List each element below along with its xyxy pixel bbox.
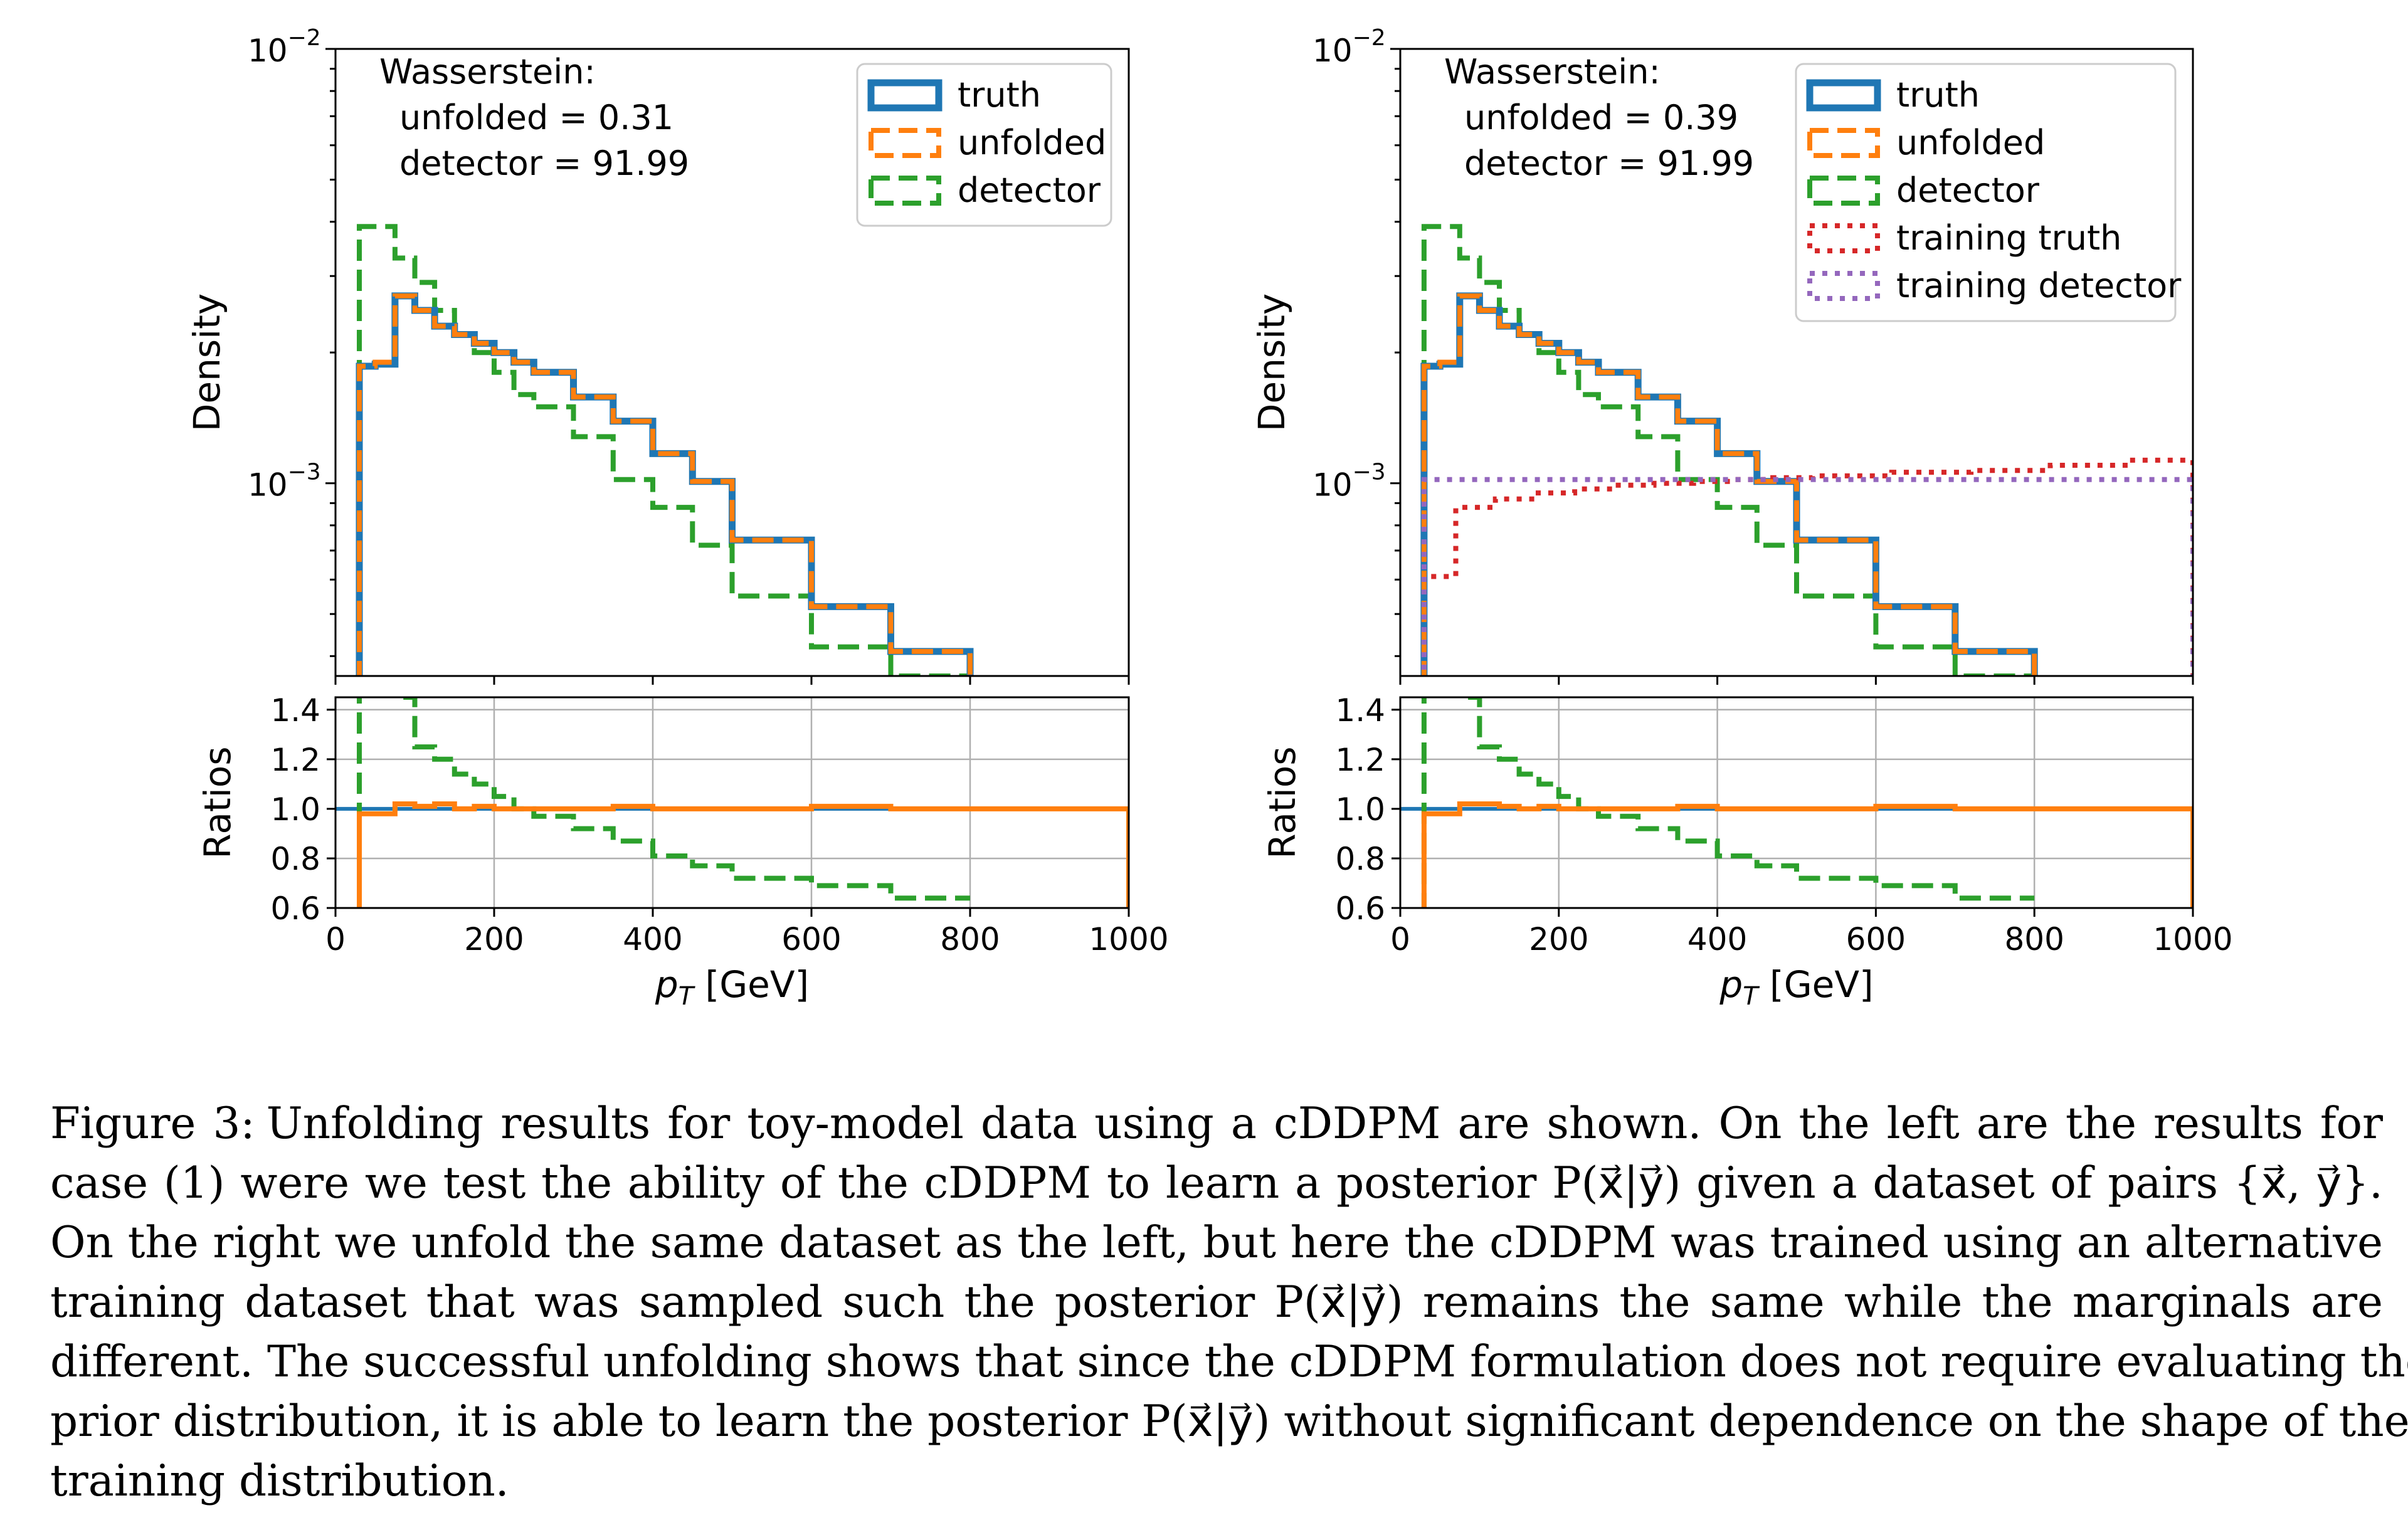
legend-label-detector: detector <box>958 171 1101 210</box>
legend-label-truth: truth <box>958 75 1041 115</box>
x-tick-label: 800 <box>940 921 1000 958</box>
ratio-y-tick-label: 1.2 <box>1335 742 1385 778</box>
caption-line-7: training distribution. <box>50 1456 509 1506</box>
x-axis-label: pT [GeV] <box>1719 963 1873 1011</box>
series-detector-line <box>357 224 973 676</box>
series-truth-line <box>1420 292 2038 676</box>
figure: 10−2 10−3 Density Wasserstein: unfolded = 0.… <box>186 25 2233 1011</box>
wasserstein-annotation-line: unfolded = 0.39 <box>1464 98 1738 137</box>
right-panel: 10−2 10−3 Density Wasserstein: unfolded = 0.… <box>1250 25 2233 1011</box>
x-tick-label: 800 <box>2004 921 2064 958</box>
ratio-plot-series <box>335 697 1129 908</box>
x-tick-label: 0 <box>1390 921 1410 958</box>
main-y-axis-label: Density <box>186 293 228 432</box>
wasserstein-annotation-line: unfolded = 0.31 <box>399 98 673 137</box>
legend-label-truth: truth <box>1896 75 1980 115</box>
x-tick-label: 1000 <box>1089 921 1168 958</box>
main-y-tick-label: 10−3 <box>1312 460 1386 504</box>
main-plot-frame <box>1399 48 2194 677</box>
caption-line-5: different. The successful unfolding show… <box>50 1337 2408 1387</box>
ratio-y-tick-label: 1.0 <box>1335 791 1385 828</box>
x-tick-label: 600 <box>1846 921 1906 958</box>
ratio-y-tick-label: 1.4 <box>270 692 320 729</box>
series-truth-line <box>356 292 974 676</box>
wasserstein-annotation-line: Wasserstein: <box>1444 52 1661 92</box>
ratio-y-axis-label: Ratios <box>196 746 239 858</box>
ratio-y-tick-label: 1.0 <box>270 791 320 828</box>
main-y-tick-label: 10−3 <box>248 460 321 504</box>
series-training-truth-line <box>1421 457 2193 676</box>
caption-line-6: prior distribution, it is able to learn … <box>50 1396 2408 1447</box>
x-tick-label: 200 <box>464 921 524 958</box>
ratio-y-tick-label: 1.2 <box>270 742 320 778</box>
x-tick-label: 200 <box>1529 921 1588 958</box>
series-detector-line <box>1421 224 2037 676</box>
legend-swatch-truth <box>1806 79 1881 112</box>
series-unfolded-line <box>357 293 973 676</box>
caption-line-1: Figure 3: Unfolding results for toy-model… <box>50 1099 2383 1149</box>
main-y-axis-label: Density <box>1250 293 1293 432</box>
wasserstein-annotation-line: detector = 91.99 <box>399 144 689 183</box>
x-tick-label: 0 <box>325 921 346 958</box>
ratio-plot-series <box>1400 697 2193 908</box>
ratio-y-tick-label: 0.6 <box>1335 890 1385 927</box>
x-tick-label: 400 <box>1687 921 1747 958</box>
main-y-tick-label: 10−2 <box>248 25 321 69</box>
caption-label: Figure 3: <box>50 1099 255 1149</box>
caption-line-4: training dataset that was sampled such t… <box>50 1277 2383 1327</box>
caption-line-2: case (1) were we test the ability of the… <box>50 1158 2383 1208</box>
main-plot-series <box>356 224 974 676</box>
ratio-plot-frame <box>1399 696 2194 909</box>
legend-swatch-training-truth <box>1807 223 1880 253</box>
ratio-series-unfolded-line <box>1421 801 2193 908</box>
legend-label-unfolded: unfolded <box>958 123 1106 162</box>
ratio-y-tick-label: 0.8 <box>270 841 320 877</box>
left-panel: 10−2 10−3 Density Wasserstein: unfolded = 0.… <box>186 25 1169 1011</box>
ratio-y-tick-label: 0.6 <box>270 890 320 927</box>
legend-swatch-unfolded <box>869 128 941 158</box>
legend-label-detector: detector <box>1896 171 2040 210</box>
x-tick-label: 600 <box>781 921 841 958</box>
legend-label-training-detector: training detector <box>1896 266 2182 305</box>
ratio-plot-frame <box>334 696 1130 909</box>
figure-caption: Figure 3: Unfolding results for toy-model… <box>50 1094 2408 1511</box>
ratio-series-detector-line <box>1421 697 2035 908</box>
main-plot-series <box>1420 224 2193 676</box>
ratio-y-tick-label: 0.8 <box>1335 841 1385 877</box>
legend-label-unfolded: unfolded <box>1896 123 2045 162</box>
x-tick-label: 400 <box>623 921 682 958</box>
ratio-series-unfolded-line <box>357 801 1129 908</box>
series-training-detector-line <box>1421 477 2193 676</box>
x-tick-label: 1000 <box>2153 921 2232 958</box>
legend-swatch-detector <box>1807 176 1880 206</box>
series-unfolded-line <box>1421 293 2037 676</box>
caption-line-3: On the right we unfold the same dataset … <box>50 1218 2383 1268</box>
wasserstein-annotation-line: Wasserstein: <box>379 52 596 92</box>
legend-swatch-detector <box>869 176 941 206</box>
legend-swatch-truth <box>867 79 943 112</box>
legend-swatch-training-detector <box>1807 271 1880 301</box>
wasserstein-annotation-line: detector = 91.99 <box>1464 144 1754 183</box>
legend-label-training-truth: training truth <box>1896 218 2121 258</box>
ratio-y-tick-label: 1.4 <box>1335 692 1385 729</box>
main-y-tick-label: 10−2 <box>1312 25 1386 69</box>
x-axis-label: pT [GeV] <box>655 963 809 1011</box>
legend-box <box>1795 63 2177 322</box>
ratio-y-axis-label: Ratios <box>1261 746 1304 858</box>
main-plot-frame <box>334 48 1130 677</box>
legend-swatch-unfolded <box>1807 128 1880 158</box>
